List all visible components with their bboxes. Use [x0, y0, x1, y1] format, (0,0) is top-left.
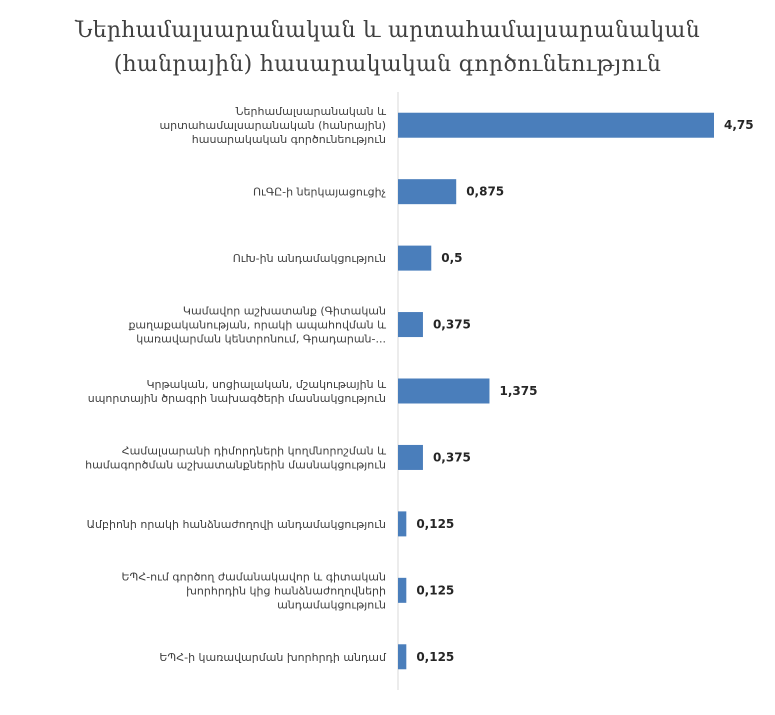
category-label-4: Կամավոր աշխատանք (Գիտական քաղաքականության…	[128, 305, 386, 346]
category-label-line: Կամավոր աշխատանք (Գիտական	[183, 305, 386, 318]
bar-8	[398, 577, 407, 603]
chart-title-line-1: Ներհամալսարանական և արտահամալսարանական	[75, 18, 700, 43]
category-label-line: Համալսարանի դիմորդների կողմնորոշման և	[122, 444, 386, 457]
category-label-9: ԵՊՀ-ի կառավարման խորհրդի անդամ	[159, 651, 387, 664]
category-label-line: Ներհամալսարանական և	[236, 105, 387, 118]
bar-4	[398, 312, 423, 338]
bar-6	[398, 444, 423, 470]
bar-9	[398, 644, 407, 670]
category-label-8: ԵՊՀ-ում գործող ժամանակավոր և գիտական խորհ…	[121, 570, 386, 611]
category-label-line: ՈւԽ-ին անդամակցություն	[233, 252, 386, 265]
data-label-2: 0,875	[466, 185, 504, 199]
category-label-line: համագործման աշխատանքներին մասնակցություն	[85, 458, 386, 471]
category-label-6: Համալսարանի դիմորդների կողմնորոշման և համ…	[85, 444, 386, 471]
category-label-3: ՈւԽ-ին անդամակցություն	[233, 252, 386, 265]
category-label-line: ԵՊՀ-ի կառավարման խորհրդի անդամ	[159, 651, 387, 664]
category-label-2: ՈւԳԸ-ի ներկայացուցիչ	[253, 186, 387, 199]
data-label-3: 0,5	[441, 251, 462, 265]
category-label-7: Ամբիոնի որակի հանձնաժողովի անդամակցությո…	[87, 518, 386, 531]
bar-7	[398, 511, 407, 537]
data-label-8: 0,125	[416, 583, 454, 597]
data-label-4: 0,375	[433, 318, 471, 332]
category-label-line: արտահամալսարանական (հանրային)	[159, 119, 386, 132]
data-label-1: 4,75	[724, 118, 754, 132]
category-label-line: անդամակցություն	[277, 598, 386, 611]
category-label-line: կառավարման կենտրոնում, Գրադարան-...	[136, 333, 386, 346]
category-label-line: ՈւԳԸ-ի ներկայացուցիչ	[253, 186, 387, 199]
data-label-6: 0,375	[433, 450, 471, 464]
category-label-line: սպորտային ծրագրի նախագծերի մասնակցությու…	[88, 392, 386, 405]
bar-3	[398, 245, 432, 271]
data-label-7: 0,125	[416, 517, 454, 531]
category-label-line: խորհրդին կից հանձնաժողովների	[186, 584, 386, 597]
category-label-line: ԵՊՀ-ում գործող ժամանակավոր և գիտական	[121, 570, 386, 583]
bar-2	[398, 179, 457, 205]
category-label-line: քաղաքականության, որակի ապահովման և	[128, 319, 386, 332]
chart-title: Ներհամալսարանական և արտահամալսարանական (…	[0, 14, 775, 82]
category-label-line: հասարակական գործունեություն	[192, 133, 386, 146]
data-label-5: 1,375	[499, 384, 537, 398]
bar-1	[398, 112, 714, 138]
category-label-1: Ներհամալսարանական և արտահամալսարանական (հ…	[159, 105, 386, 146]
chart-title-line-2: (հանրային) հասարակական գործունեություն	[113, 52, 662, 77]
category-label-line: Կրթական, սոցիալական, մշակութային և	[146, 378, 386, 391]
category-label-line: Ամբիոնի որակի հանձնաժողովի անդամակցությո…	[87, 518, 386, 531]
data-label-9: 0,125	[416, 650, 454, 664]
category-label-5: Կրթական, սոցիալական, մշակութային և սպորտա…	[88, 378, 386, 405]
bar-5	[398, 378, 490, 404]
